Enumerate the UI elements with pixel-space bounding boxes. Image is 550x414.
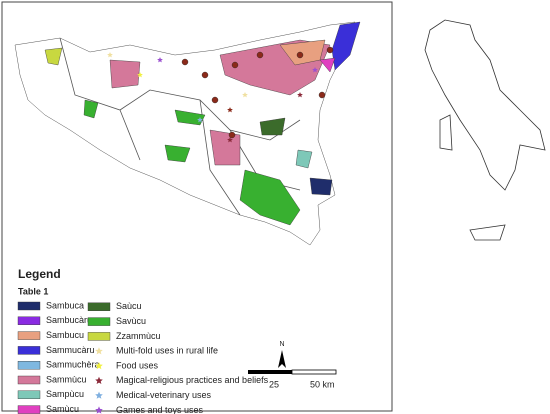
scale-label: 25 [269,379,279,389]
north-label: N [279,341,284,348]
map-circle [326,46,334,54]
legend-label: Sammucàru [46,345,95,355]
map-star [197,117,203,123]
area [309,177,333,196]
legend-label: Multi-fold uses in rural life [116,346,218,356]
map-star [297,92,303,98]
legend-label: Sammùcu [46,374,87,384]
area [239,169,301,226]
map-circle [318,91,326,99]
area [295,149,313,169]
area [164,144,191,163]
legend-label: Sampùcu [46,389,84,399]
legend-label: Savùcu [116,316,146,326]
north-arrow [278,350,286,368]
map-star [157,57,163,63]
legend-swatch [17,405,41,414]
map-circle [201,71,209,79]
scale-bar [248,370,292,374]
legend-label: Zzammùcu [116,331,161,341]
legend-label: Medical-veterinary uses [116,390,212,400]
map-star [227,137,233,143]
legend-star [95,391,103,399]
legend-swatch [17,390,41,399]
map-star [107,52,113,58]
map-circle [181,58,189,66]
legend-label: Sambucàru [46,315,92,325]
map-star [242,92,248,98]
legend-star [95,362,103,370]
sicily-map [14,21,361,246]
legend-swatch [17,331,41,340]
map-star [137,72,143,78]
legend-label: Samùcu [46,404,79,414]
area [44,47,63,66]
legend-swatch [87,317,111,326]
map-circle [296,51,304,59]
legend-star [95,347,103,355]
legend-swatch [87,302,111,311]
legend-title: Legend [18,267,61,281]
map-circle [231,61,239,69]
area [174,109,206,126]
legend-label: Games and toys uses [116,405,204,414]
map-star [227,107,233,113]
italy-outline [424,19,546,241]
area [259,117,286,136]
area [209,129,241,166]
legend-subtitle: Table 1 [18,286,48,296]
legend-label: Food uses [116,360,159,370]
map-circle [211,96,219,104]
legend-swatch [17,361,41,370]
legend-swatch [17,316,41,325]
area [331,21,361,71]
area [109,59,141,89]
legend-label: Sammuchèra [46,360,100,370]
scale-label: 50 km [310,379,335,389]
legend-swatch [17,301,41,311]
area [319,57,336,73]
map-circle [228,131,236,139]
map-circle [256,51,264,59]
legend-label: Sambuca [46,300,84,310]
map-star [312,67,318,73]
scale-bar [291,369,337,375]
legend-star [95,406,103,414]
legend-label: Sambucu [46,330,84,340]
legend-star [95,376,103,384]
area [83,99,99,119]
province-borders [59,37,301,216]
legend-label: Magical-religious practices and beliefs [116,375,269,385]
legend-swatch [87,332,111,341]
legend-swatch [17,375,41,385]
legend-label: Saùcu [116,301,142,311]
legend-swatch [17,346,41,355]
